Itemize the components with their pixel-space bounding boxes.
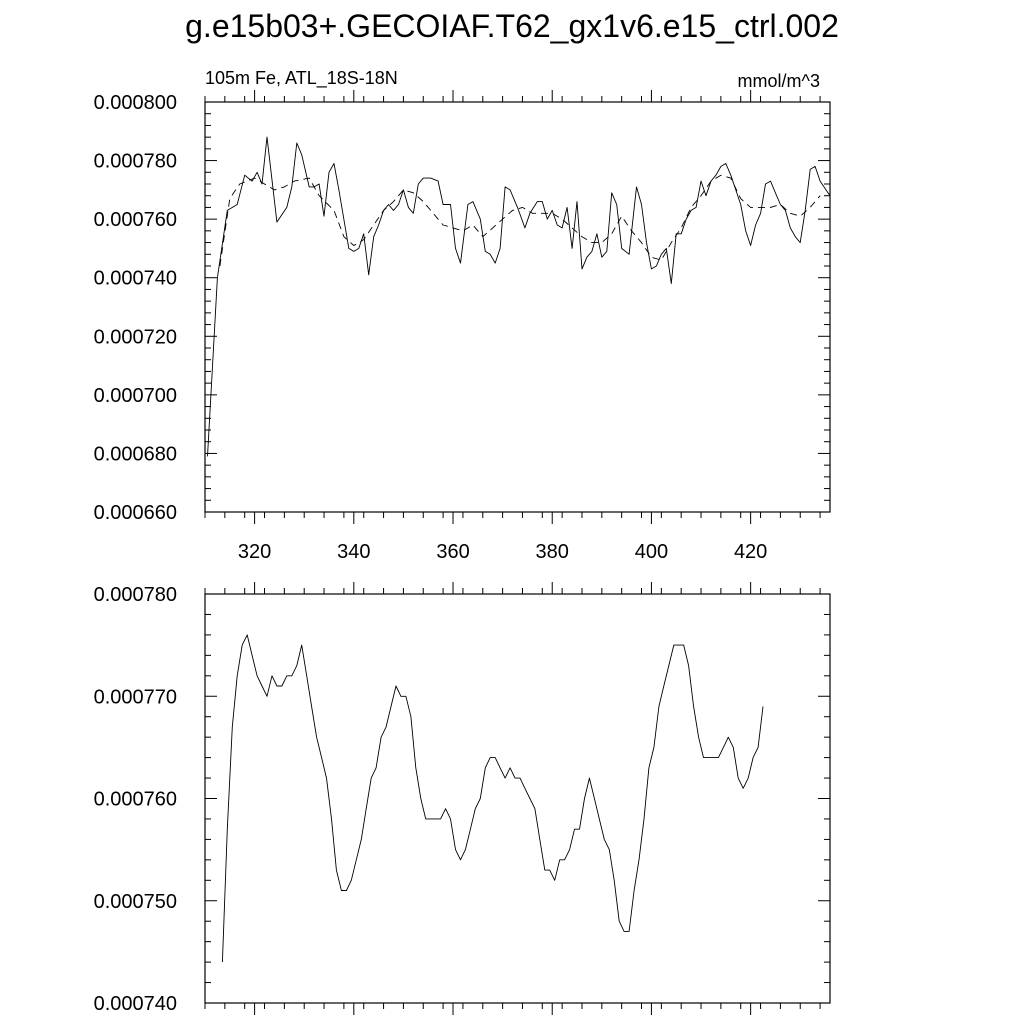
series-line bbox=[207, 136, 831, 457]
plot-frame bbox=[204, 593, 831, 1004]
y-tick-label: 0.000770 bbox=[94, 686, 177, 708]
y-tick-label: 0.000740 bbox=[94, 993, 177, 1015]
plot-frame bbox=[204, 101, 831, 513]
subtitle-left: 105m Fe, ATL_18S-18N bbox=[205, 68, 398, 89]
y-tick-label: 0.000660 bbox=[94, 502, 177, 524]
x-tick-label: 420 bbox=[734, 541, 767, 563]
y-tick-label: 0.000740 bbox=[94, 268, 177, 290]
page-title: g.e15b03+.GECOIAF.T62_gx1v6.e15_ctrl.002 bbox=[185, 8, 839, 44]
y-tick-label: 0.000800 bbox=[94, 92, 177, 114]
y-tick-label: 0.000760 bbox=[94, 789, 177, 811]
y-tick-label: 0.000720 bbox=[94, 326, 177, 348]
x-tick-label: 360 bbox=[436, 541, 469, 563]
y-tick-label: 0.000780 bbox=[94, 151, 177, 173]
x-tick-label: 400 bbox=[635, 541, 668, 563]
x-tick-label: 380 bbox=[536, 541, 569, 563]
y-tick-label: 0.000750 bbox=[94, 891, 177, 913]
x-tick-label: 320 bbox=[238, 541, 271, 563]
bottom-panel: 0.000740 0.000750 0.000760 0.000770 0.000780 bbox=[94, 582, 831, 1015]
top-panel: 0.000660 0.000680 0.000700 0.000720 0.000740… bbox=[94, 68, 831, 563]
series-line-dashed bbox=[219, 174, 821, 267]
y-tick-label: 0.000680 bbox=[94, 443, 177, 465]
subtitle-right: mmol/m^3 bbox=[738, 71, 820, 91]
y-tick-label: 0.000700 bbox=[94, 385, 177, 407]
y-tick-label: 0.000780 bbox=[94, 584, 177, 606]
y-tick-label: 0.000760 bbox=[94, 209, 177, 231]
x-tick-label: 340 bbox=[337, 541, 370, 563]
series-line bbox=[221, 634, 764, 963]
